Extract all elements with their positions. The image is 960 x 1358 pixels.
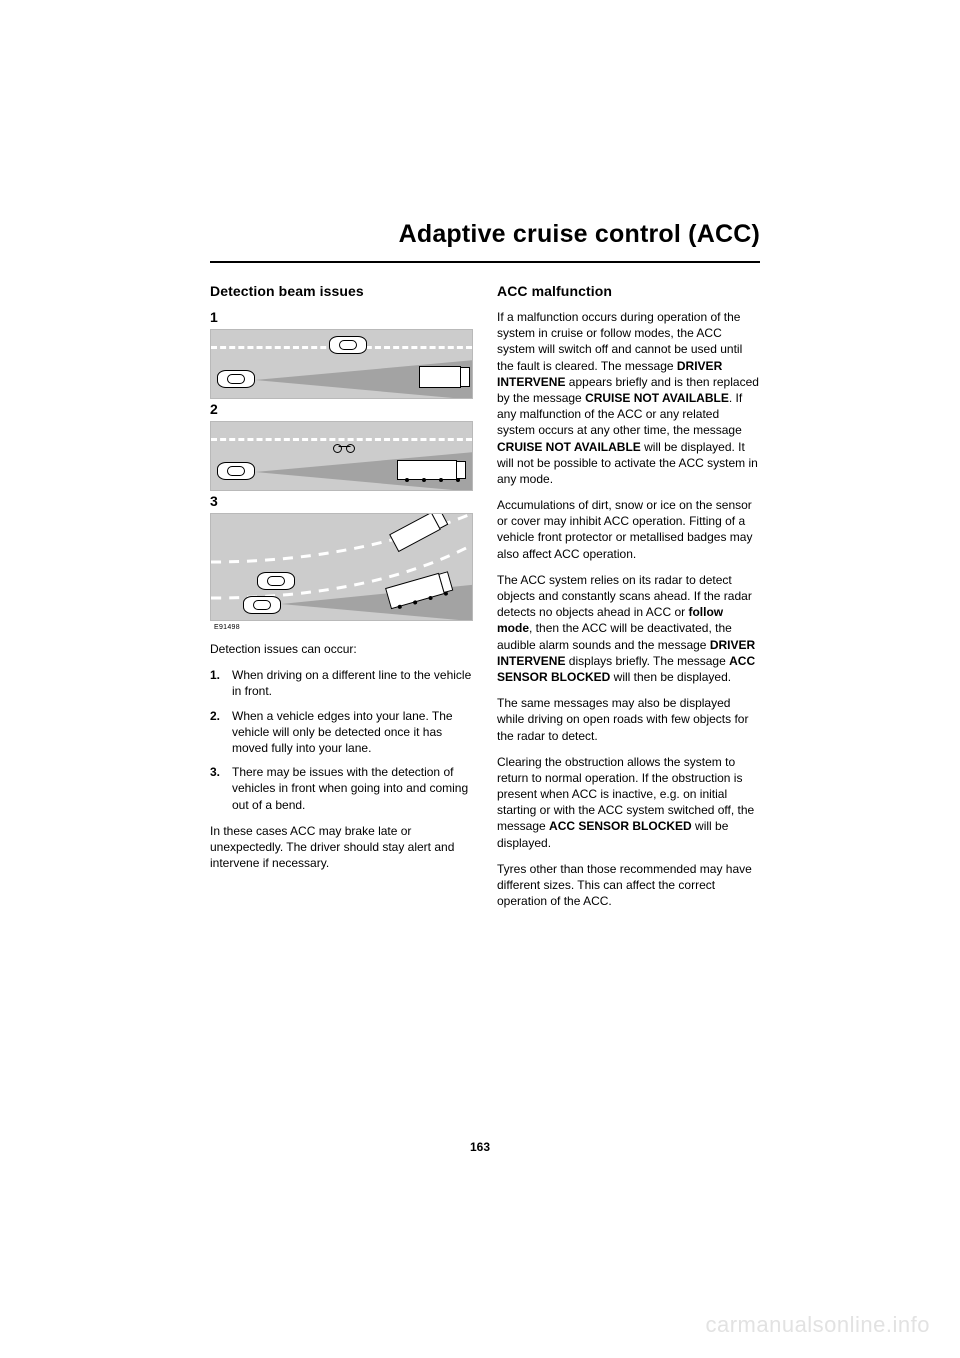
- page-title: Adaptive cruise control (ACC): [210, 220, 760, 249]
- item-text: When driving on a different line to the …: [232, 667, 473, 699]
- lane-marking: [211, 438, 472, 441]
- motorcycle-icon: [333, 442, 357, 454]
- list-item: 1. When driving on a different line to t…: [210, 667, 473, 699]
- left-column: Detection beam issues 1 2: [210, 283, 473, 919]
- bold-text: CRUISE NOT AVAILABLE: [497, 440, 641, 454]
- right-p1: If a malfunction occurs during operation…: [497, 309, 760, 487]
- van-icon: [419, 366, 461, 388]
- host-car-icon: [243, 596, 281, 614]
- lead-car-icon: [329, 336, 367, 354]
- right-p2: Accumulations of dirt, snow or ice on th…: [497, 497, 760, 562]
- truck-icon: [397, 460, 457, 480]
- page: Adaptive cruise control (ACC) Detection …: [0, 0, 960, 1358]
- right-p4: The same messages may also be displayed …: [497, 695, 760, 744]
- detection-list: 1. When driving on a different line to t…: [210, 667, 473, 813]
- scene-3: [210, 513, 473, 621]
- host-car-icon: [217, 462, 255, 480]
- host-car-icon: [217, 370, 255, 388]
- scene-1: [210, 329, 473, 399]
- text: displays briefly. The message: [565, 654, 729, 668]
- figure-ref: E91498: [214, 624, 473, 631]
- detection-figure: 1 2: [210, 309, 473, 631]
- item-text: There may be issues with the detection o…: [232, 764, 473, 813]
- left-heading: Detection beam issues: [210, 283, 473, 299]
- bold-text: CRUISE NOT AVAILABLE: [585, 391, 729, 405]
- right-p6: Tyres other than those recommended may h…: [497, 861, 760, 910]
- item-number: 2.: [210, 708, 232, 757]
- text: will then be displayed.: [610, 670, 731, 684]
- item-number: 1.: [210, 667, 232, 699]
- item-number: 3.: [210, 764, 232, 813]
- fig-label-1: 1: [210, 309, 473, 325]
- columns: Detection beam issues 1 2: [210, 283, 760, 919]
- left-intro: Detection issues can occur:: [210, 641, 473, 657]
- fig-label-3: 3: [210, 493, 473, 509]
- right-p3: The ACC system relies on its radar to de…: [497, 572, 760, 685]
- left-outro: In these cases ACC may brake late or une…: [210, 823, 473, 872]
- scene-2: [210, 421, 473, 491]
- right-p5: Clearing the obstruction allows the syst…: [497, 754, 760, 851]
- watermark: carmanualsonline.info: [705, 1312, 930, 1338]
- list-item: 2. When a vehicle edges into your lane. …: [210, 708, 473, 757]
- text: , then the ACC will be deactivated, the …: [497, 621, 732, 651]
- content-area: Adaptive cruise control (ACC) Detection …: [210, 220, 760, 919]
- right-heading: ACC malfunction: [497, 283, 760, 299]
- title-rule: [210, 261, 760, 263]
- bold-text: ACC SENSOR BLOCKED: [549, 819, 692, 833]
- right-column: ACC malfunction If a malfunction occurs …: [497, 283, 760, 919]
- list-item: 3. There may be issues with the detectio…: [210, 764, 473, 813]
- page-number: 163: [0, 1140, 960, 1154]
- item-text: When a vehicle edges into your lane. The…: [232, 708, 473, 757]
- fig-label-2: 2: [210, 401, 473, 417]
